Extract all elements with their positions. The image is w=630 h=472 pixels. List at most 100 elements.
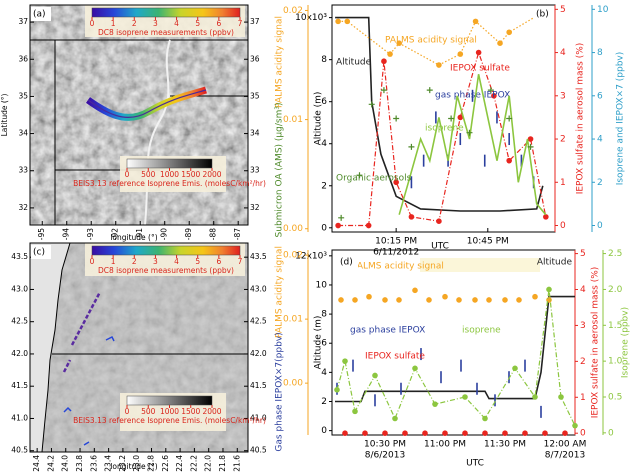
data-point — [382, 430, 388, 437]
y-axis-title: IEPOX sulfate in aerosol mass (%) — [576, 43, 586, 195]
y-tick-label: 8 — [321, 55, 327, 65]
colorbar-tick-label: 6 — [216, 257, 221, 266]
data-point — [426, 87, 433, 94]
series-line — [338, 50, 547, 227]
x-tick-label: -91 — [135, 228, 144, 240]
y-tick-label: 1.0 — [608, 357, 623, 367]
data-point — [381, 58, 387, 65]
colorbar-title: BEIS3.13 reference Isoprene Emis. (moles… — [73, 179, 266, 188]
colorbar-title: DC8 isoprene measurements (ppbv) — [98, 266, 234, 275]
y-tick-label-right: 41.0 — [250, 413, 267, 422]
y-tick-label: 6 — [597, 91, 603, 101]
x-tick-label: 10:15 PM — [375, 237, 417, 247]
x-tick-label: 10:30 PM — [364, 440, 406, 450]
data-point — [472, 297, 478, 303]
y-tick-label-right: 42.0 — [250, 349, 267, 358]
x-axis-title: longitude (°) — [110, 462, 157, 471]
y-tick-label: 8 — [321, 310, 327, 320]
y-tick-label-right: 40.5 — [250, 446, 267, 455]
series-label: IEPOX sulfate — [450, 64, 510, 74]
colorbar — [126, 395, 213, 406]
series-label: Organic aerosols — [336, 174, 412, 184]
y-tick-label-right: 37 — [250, 17, 260, 26]
series-label: IEPOX sulfate — [365, 352, 425, 362]
colorbar-tick-label: 0 — [90, 257, 95, 266]
data-point — [462, 430, 468, 437]
series-label: gas phase IEPOX — [435, 91, 510, 101]
y-axis-title: Isoprene (ppbv) — [621, 307, 630, 378]
data-point — [457, 51, 464, 57]
x-tick-label: -121.6 — [232, 455, 241, 472]
colorbar-tick-label: 1 — [111, 257, 116, 266]
data-point — [487, 87, 494, 94]
y-tick-label: 10 — [597, 5, 609, 15]
colorbar-tick-label: 7 — [238, 19, 243, 28]
y-tick-label: 41.0 — [11, 413, 28, 422]
colorbar-tick-label: 1500 — [181, 407, 200, 416]
y-tick-label: 0.01 — [283, 115, 303, 125]
data-point — [543, 214, 549, 220]
colorbar-tick-label: 0 — [90, 19, 95, 28]
y-tick-label-right: 32 — [250, 203, 260, 212]
y-tick-label: 4 — [560, 48, 566, 58]
flight-track — [63, 335, 115, 446]
y-tick-label: 2.0 — [608, 285, 623, 295]
colorbar-tick-label: 500 — [141, 407, 156, 416]
x-tick-label: -90 — [160, 228, 169, 240]
y-tick-label: 4 — [580, 285, 586, 295]
data-point — [402, 430, 408, 437]
x-tick-label: -94 — [62, 228, 71, 240]
colorbar-tick-label: 2 — [132, 257, 137, 266]
data-point — [362, 430, 368, 437]
x-tick-label: -92 — [111, 228, 120, 240]
y-tick-label: 40.5 — [11, 446, 28, 455]
colorbar-tick-label: 500 — [141, 170, 156, 179]
x-tick-label: 11:30 PM — [484, 440, 526, 450]
x-tick-label: 12:00 AM — [544, 440, 587, 450]
colorbar-tick-label: 2 — [132, 19, 137, 28]
y-axis-title: Altitude (m) — [314, 92, 324, 146]
y-tick-label: 36 — [18, 54, 28, 63]
data-point — [482, 415, 488, 422]
data-point — [472, 18, 479, 25]
colorbar-tick-label: 0 — [125, 170, 130, 179]
data-point — [457, 114, 464, 121]
y-tick-label: 37 — [18, 17, 28, 26]
data-point — [380, 87, 387, 94]
colorbar-tick-label: 7 — [238, 257, 243, 266]
data-point — [436, 218, 442, 224]
data-point — [442, 293, 448, 300]
y-tick-label-right: 43.0 — [250, 284, 267, 293]
y-tick-label: 12x10³ — [295, 251, 327, 261]
y-tick-label-right: 33 — [250, 166, 260, 175]
data-point — [506, 157, 512, 164]
y-tick-label: 34 — [18, 129, 28, 138]
colorbar-tick-label: 1000 — [160, 170, 179, 179]
series-label: isoprene — [462, 326, 501, 336]
series-label: isoprene — [425, 124, 464, 134]
data-point — [396, 40, 403, 46]
data-point — [527, 136, 534, 142]
y-axis-title: PALMS acidity signal — [275, 16, 285, 108]
data-point — [502, 297, 508, 303]
colorbar-tick-label: 5 — [195, 257, 200, 266]
y-tick-label: 0 — [597, 221, 603, 231]
data-point — [562, 430, 568, 437]
x-tick-label: 10:45 PM — [467, 237, 509, 247]
colorbar-tick-label: 3 — [153, 19, 158, 28]
y-tick-label: 0.01 — [283, 315, 303, 325]
x-tick-label: -122.2 — [189, 455, 198, 472]
y-axis-title: IEPOX sulfate in aerosol mass (%) — [591, 267, 601, 419]
series-label: PALMS acidity signal — [385, 36, 477, 46]
data-point — [334, 387, 340, 393]
series-label: gas phase IEPOX — [350, 326, 425, 336]
colorbar-title: BEIS3.13 reference Isoprene Emis. (moles… — [73, 416, 266, 425]
y-tick-label: 32 — [18, 203, 28, 212]
data-point — [572, 422, 578, 429]
panel-label-box — [534, 7, 554, 21]
series-line — [335, 295, 575, 403]
x-tick-label: -122.4 — [175, 455, 184, 472]
plot-d-background — [332, 250, 575, 435]
panel-label-box — [338, 255, 358, 269]
